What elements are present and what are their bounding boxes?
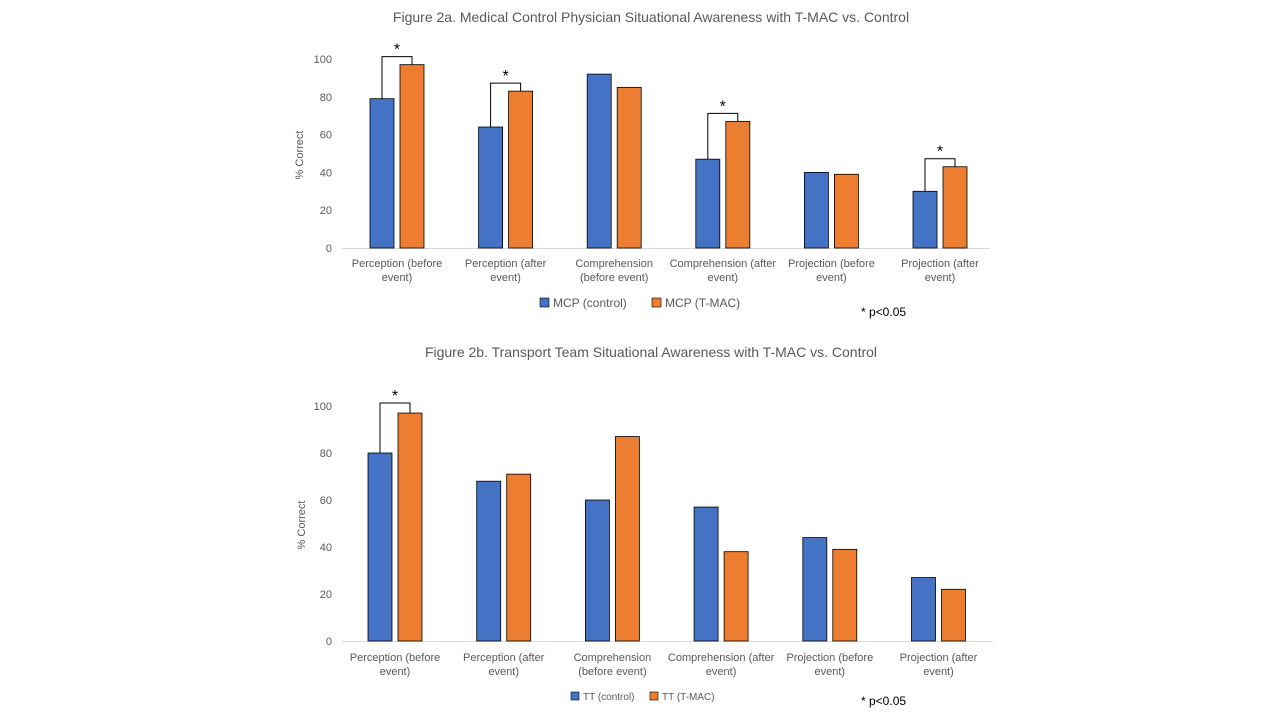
chart-2a-significance-bracket: [381, 56, 413, 99]
chart-2a-legend-label: MCP (T-MAC): [665, 296, 740, 310]
chart-2a-legend-label: MCP (control): [553, 296, 627, 310]
chart-2a-significance-bracket: [924, 158, 956, 192]
chart-2a-significance-star: *: [394, 42, 400, 59]
chart-2b-bar-tmac: [941, 588, 966, 642]
chart-2b-y-axis-label: % Correct: [296, 501, 308, 550]
chart-2b-bar-tmac: [506, 473, 532, 642]
chart-2b-y-tick-label: 80: [320, 448, 332, 460]
chart-2a-significance-star: *: [720, 98, 726, 115]
chart-2a-y-tick-label: 60: [320, 130, 332, 142]
chart-2b-legend-swatch-tmac: [649, 691, 659, 701]
chart-2b-bar-tmac: [723, 551, 749, 642]
chart-2a-y-tick-label: 80: [320, 92, 332, 104]
chart-2a-significance-star: *: [502, 68, 508, 85]
chart-2b-bar-control: [476, 480, 502, 642]
chart-2a-bar-tmac: [508, 90, 534, 249]
chart-2a-bar-tmac: [942, 166, 968, 249]
chart-2b-y-tick-label: 20: [320, 589, 332, 601]
chart-2a-category-label: Perception (before event): [352, 258, 443, 284]
chart-2b-category-label: Comprehension (after event): [668, 652, 775, 678]
chart-2a-legend-swatch-tmac: [651, 297, 662, 308]
chart-2b-title: Figure 2b. Transport Team Situational Aw…: [425, 344, 877, 360]
chart-2a-y-tick-label: 40: [320, 167, 332, 179]
chart-2a-bar-tmac: [834, 173, 859, 249]
chart-2b-bar-control: [802, 537, 828, 642]
chart-2b-bar-tmac: [832, 548, 858, 642]
chart-2a-y-tick-label: 0: [326, 243, 332, 255]
chart-2a-y-axis-label: % Correct: [294, 131, 306, 180]
chart-2a-svg: Figure 2a. Medical Control Physician Sit…: [294, 9, 990, 319]
chart-2a-category-label: Comprehension (before event): [575, 258, 653, 284]
chart-2a-category-label: Perception (after event): [465, 258, 547, 284]
chart-2a-bar-control: [695, 158, 721, 249]
chart-2b-y-tick-label: 0: [326, 636, 332, 648]
chart-2a-bar-tmac: [725, 120, 751, 249]
chart-2a-significance-star: *: [937, 144, 943, 161]
chart-2a-significance-bracket: [707, 112, 739, 160]
chart-2a-title: Figure 2a. Medical Control Physician Sit…: [393, 9, 909, 25]
chart-2b-significance-note: * p<0.05: [861, 694, 906, 708]
chart-2b-category-label: Perception (before event): [350, 652, 441, 678]
chart-2a-y-tick-label: 100: [314, 54, 332, 66]
chart-2a-category-label: Projection (after event): [901, 258, 979, 284]
chart-2a-y-tick-label: 20: [320, 205, 332, 217]
chart-2a-bar-control: [804, 171, 829, 249]
chart-2a-category-label: Comprehension (after event): [670, 258, 777, 284]
chart-2a-bar-control: [586, 73, 612, 249]
chart-2b-legend-label: TT (control): [583, 692, 635, 703]
chart-2b: Figure 2b. Transport Team Situational Aw…: [0, 335, 1280, 720]
chart-2b-bar-control: [911, 577, 936, 642]
chart-2a: Figure 2a. Medical Control Physician Sit…: [0, 0, 1280, 335]
chart-2b-legend-label: TT (T-MAC): [662, 692, 715, 703]
chart-2b-y-tick-label: 60: [320, 495, 332, 507]
chart-2b-category-label: Comprehension (before event): [574, 652, 652, 678]
chart-2a-bar-tmac: [616, 86, 642, 249]
chart-2b-bar-control: [693, 506, 719, 642]
chart-2b-significance-star: *: [392, 388, 398, 405]
chart-2b-category-label: Perception (after event): [463, 652, 545, 678]
chart-2b-category-label: Projection (before event): [786, 652, 873, 678]
chart-2b-category-label: Projection (after event): [900, 652, 978, 678]
chart-2b-bar-control: [367, 452, 393, 642]
chart-2a-category-label: Projection (before event): [788, 258, 875, 284]
chart-2b-bar-tmac: [397, 412, 423, 642]
chart-2a-significance-note: * p<0.05: [861, 305, 906, 319]
chart-2a-bar-tmac: [399, 64, 425, 249]
chart-2a-bar-control: [478, 126, 504, 249]
chart-2b-significance-bracket: [379, 402, 411, 453]
chart-2a-bar-control: [369, 98, 395, 249]
chart-2b-y-tick-label: 100: [314, 401, 332, 413]
chart-2b-legend-swatch-control: [570, 691, 580, 701]
chart-2a-bar-control: [912, 190, 938, 249]
chart-2b-y-tick-label: 40: [320, 542, 332, 554]
chart-2b-bar-tmac: [615, 436, 640, 642]
chart-2b-bar-control: [585, 499, 610, 642]
chart-2a-significance-bracket: [490, 82, 522, 128]
chart-2b-svg: Figure 2b. Transport Team Situational Aw…: [296, 344, 993, 708]
chart-2a-legend-swatch-control: [539, 297, 550, 308]
